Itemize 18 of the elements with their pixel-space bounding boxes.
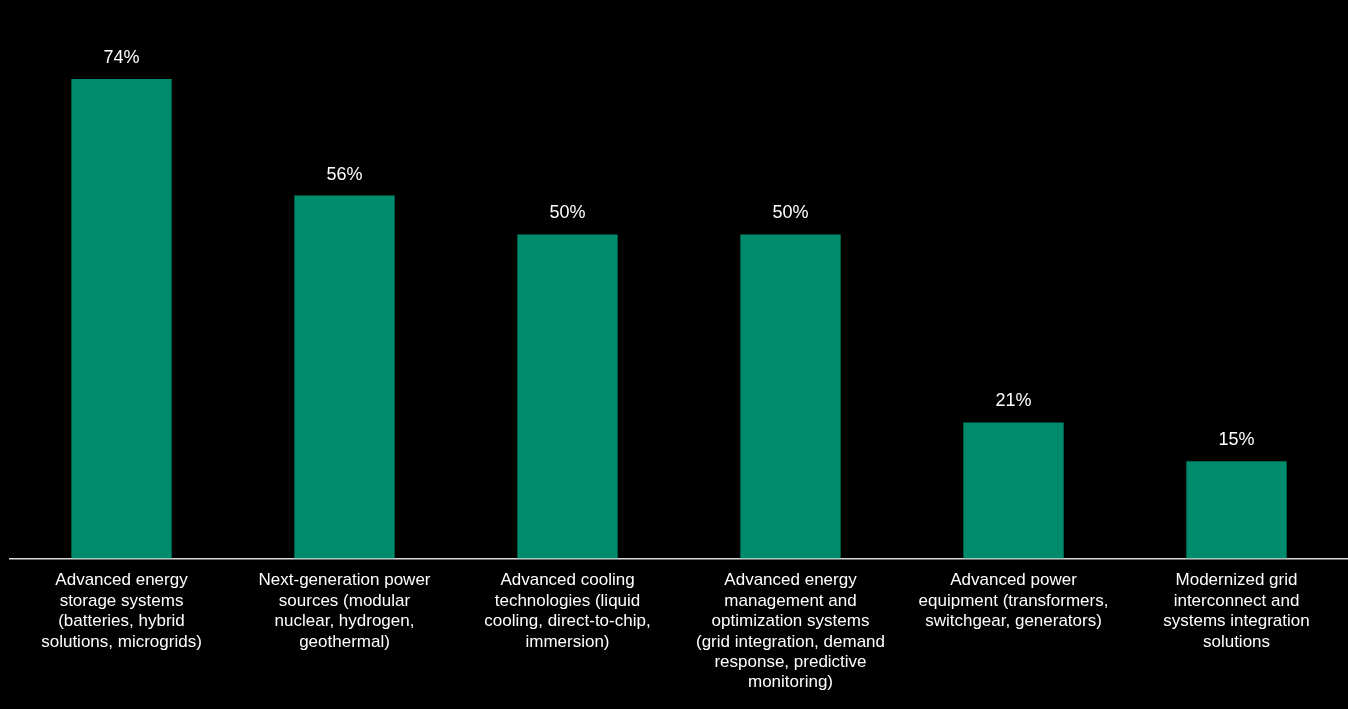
x-tick-label: Advanced power equipment (transformers, switchgear, generators) — [918, 570, 1109, 631]
data-label: 74% — [103, 46, 140, 67]
data-label: 15% — [1218, 429, 1255, 450]
bar — [517, 234, 618, 559]
bar — [71, 78, 172, 559]
x-tick-label: Modernized grid interconnect and systems integration solutions — [1163, 570, 1310, 651]
data-label: 50% — [549, 202, 586, 223]
x-tick-label: Advanced energy management and optimization systems (grid integration, demand response, predictive monitoring) — [695, 570, 886, 692]
x-tick-label: Advanced energy storage systems (batteries, hybrid solutions, microgrids) — [41, 570, 202, 651]
data-label: 50% — [772, 202, 809, 223]
data-label: 56% — [326, 163, 363, 184]
data-label: 21% — [995, 390, 1032, 411]
x-tick-label: Next-generation power sources (modular nuclear, hydrogen, geothermal) — [258, 570, 431, 651]
bar — [1186, 461, 1287, 559]
bar — [740, 234, 841, 559]
x-tick-label: Advanced cooling technologies (liquid cooling, direct-to-chip, immersion) — [484, 570, 651, 651]
bar — [963, 422, 1064, 559]
bar — [294, 195, 395, 559]
